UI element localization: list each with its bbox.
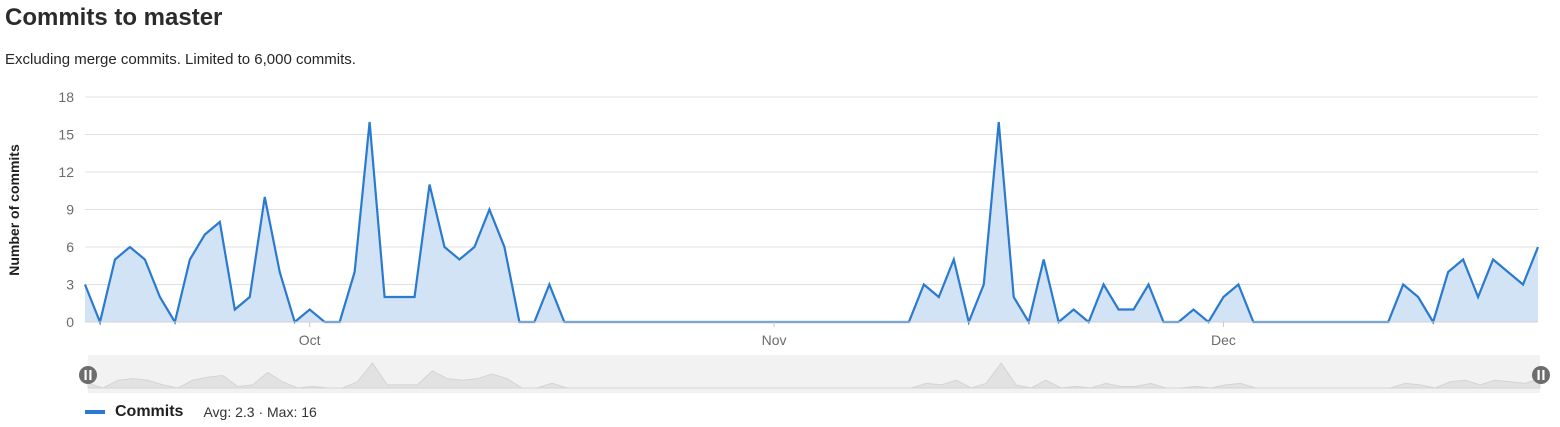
series-line-path[interactable] bbox=[83, 121, 1540, 326]
pause-handle-icon[interactable] bbox=[1532, 366, 1550, 384]
navigator[interactable] bbox=[79, 355, 1550, 393]
navigator-mini-area bbox=[87, 362, 1541, 389]
x-axis-ticks: Oct Nov Dec bbox=[85, 321, 1538, 348]
legend-swatch bbox=[85, 410, 105, 414]
y-tick-label: 6 bbox=[66, 239, 74, 255]
x-tick-label: Dec bbox=[1211, 332, 1236, 348]
y-axis-ticks: 0 3 6 9 12 15 18 bbox=[58, 89, 74, 330]
series-line[interactable] bbox=[83, 121, 1540, 326]
y-tick-label: 12 bbox=[58, 164, 74, 180]
handle-grip-bar bbox=[1537, 370, 1540, 380]
navigator-right-handle[interactable] bbox=[1532, 366, 1550, 384]
navigator-background bbox=[88, 355, 1540, 393]
grid-lines bbox=[85, 96, 1538, 323]
legend-stats: Avg: 2.3 · Max: 16 bbox=[203, 404, 317, 420]
handle-grip-bar bbox=[89, 370, 92, 380]
x-tick-label: Nov bbox=[762, 332, 787, 348]
legend-series-name[interactable]: Commits bbox=[115, 403, 184, 420]
y-tick-label: 15 bbox=[58, 127, 74, 143]
y-tick-label: 3 bbox=[66, 277, 74, 293]
handle-grip-bar bbox=[1542, 370, 1545, 380]
chart-subtitle: Excluding merge commits. Limited to 6,00… bbox=[5, 51, 356, 68]
chart-legend[interactable]: Commits Avg: 2.3 · Max: 16 bbox=[85, 403, 317, 421]
y-axis-label: Number of commits bbox=[6, 144, 22, 276]
navigator-left-handle[interactable] bbox=[79, 366, 97, 384]
series-area bbox=[85, 122, 1538, 322]
navigator-area-path bbox=[87, 362, 1541, 389]
chart-title: Commits to master bbox=[5, 4, 223, 31]
x-tick-label: Oct bbox=[299, 332, 321, 348]
y-tick-label: 9 bbox=[66, 202, 74, 218]
y-tick-label: 18 bbox=[58, 89, 74, 105]
y-tick-label: 0 bbox=[66, 314, 74, 330]
pause-handle-icon[interactable] bbox=[79, 366, 97, 384]
handle-grip-bar bbox=[84, 370, 87, 380]
series-area-fill bbox=[85, 122, 1538, 322]
